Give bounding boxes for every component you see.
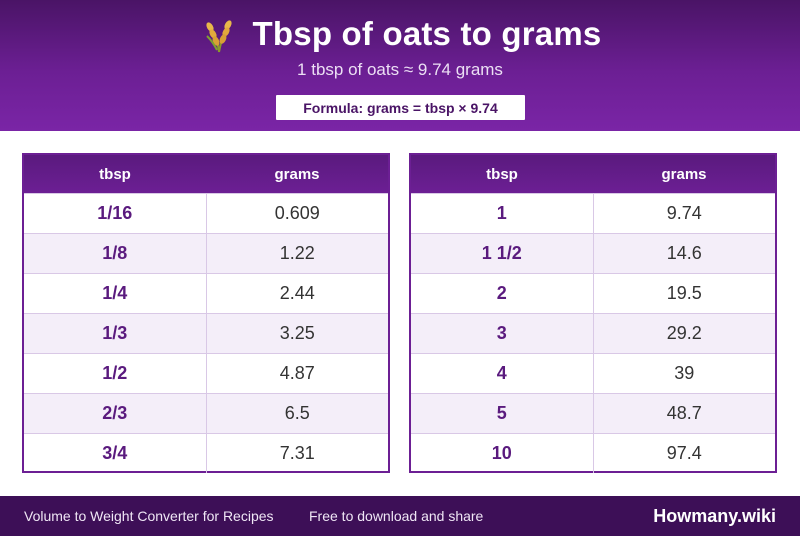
column-header-grams: grams xyxy=(661,165,707,183)
table-row: 3 29.2 xyxy=(411,313,775,353)
tbsp-cell: 1 xyxy=(411,194,594,233)
tbsp-cell: 4 xyxy=(411,354,594,393)
grams-cell: 29.2 xyxy=(666,323,702,343)
table-row: 1/4 2.44 xyxy=(24,273,388,313)
tbsp-cell: 1/2 xyxy=(24,354,207,393)
page-subtitle: 1 tbsp of oats ≈ 9.74 grams xyxy=(297,60,503,79)
table-row: 1 9.74 xyxy=(411,193,775,233)
table-row: 2 19.5 xyxy=(411,273,775,313)
tbsp-cell: 3/4 xyxy=(24,434,207,473)
grams-cell: 4.87 xyxy=(279,363,315,383)
brand-logo-text: Howmany.wiki xyxy=(653,505,776,526)
title-row: Tbsp of oats to grams xyxy=(0,12,800,56)
grams-cell: 6.5 xyxy=(284,403,310,423)
table-row: 1/16 0.609 xyxy=(24,193,388,233)
footer-bar: Volume to Weight Converter for Recipes F… xyxy=(0,496,800,536)
table-header: tbsp grams xyxy=(24,155,388,193)
column-header-tbsp: tbsp xyxy=(99,165,131,183)
page-title: Tbsp of oats to grams xyxy=(252,15,602,52)
table-row: 1/2 4.87 xyxy=(24,353,388,393)
conversion-table-left: tbsp grams 1/16 0.609 1/8 1.22 1/4 2.44 … xyxy=(22,153,390,473)
grams-cell: 48.7 xyxy=(666,403,702,423)
tbsp-cell: 1/4 xyxy=(24,274,207,313)
grams-cell: 7.31 xyxy=(279,443,315,463)
tbsp-cell: 10 xyxy=(411,434,594,473)
table-row: 3/4 7.31 xyxy=(24,433,388,473)
grams-cell: 14.6 xyxy=(666,243,702,263)
grams-cell: 3.25 xyxy=(279,323,315,343)
footer-share-note: Free to download and share xyxy=(309,508,484,524)
table-row: 1 1/2 14.6 xyxy=(411,233,775,273)
column-header-tbsp: tbsp xyxy=(486,165,518,183)
footer-tagline: Volume to Weight Converter for Recipes xyxy=(24,508,274,524)
table-row: 4 39 xyxy=(411,353,775,393)
column-header-grams: grams xyxy=(274,165,320,183)
table-row: 1/3 3.25 xyxy=(24,313,388,353)
grams-cell: 19.5 xyxy=(666,283,702,303)
table-header: tbsp grams xyxy=(411,155,775,193)
header-banner: Tbsp of oats to grams 1 tbsp of oats ≈ 9… xyxy=(0,0,800,131)
conversion-table-right: tbsp grams 1 9.74 1 1/2 14.6 2 19.5 3 29… xyxy=(409,153,777,473)
grams-cell: 2.44 xyxy=(279,283,315,303)
tbsp-cell: 1/16 xyxy=(24,194,207,233)
table-row: 1/8 1.22 xyxy=(24,233,388,273)
tbsp-cell: 1/3 xyxy=(24,314,207,353)
table-row: 2/3 6.5 xyxy=(24,393,388,433)
tbsp-cell: 3 xyxy=(411,314,594,353)
tbsp-cell: 2 xyxy=(411,274,594,313)
grams-cell: 0.609 xyxy=(274,203,320,223)
grams-cell: 97.4 xyxy=(666,443,702,463)
table-row: 10 97.4 xyxy=(411,433,775,473)
table-row: 5 48.7 xyxy=(411,393,775,433)
grams-cell: 39 xyxy=(674,363,695,383)
tbsp-cell: 5 xyxy=(411,394,594,433)
oat-stalk-icon xyxy=(205,20,232,53)
grams-cell: 1.22 xyxy=(279,243,315,263)
formula-badge: Formula: grams = tbsp × 9.74 xyxy=(276,95,525,120)
tbsp-cell: 1/8 xyxy=(24,234,207,273)
tbsp-cell: 1 1/2 xyxy=(411,234,594,273)
tbsp-cell: 2/3 xyxy=(24,394,207,433)
grams-cell: 9.74 xyxy=(666,203,702,223)
